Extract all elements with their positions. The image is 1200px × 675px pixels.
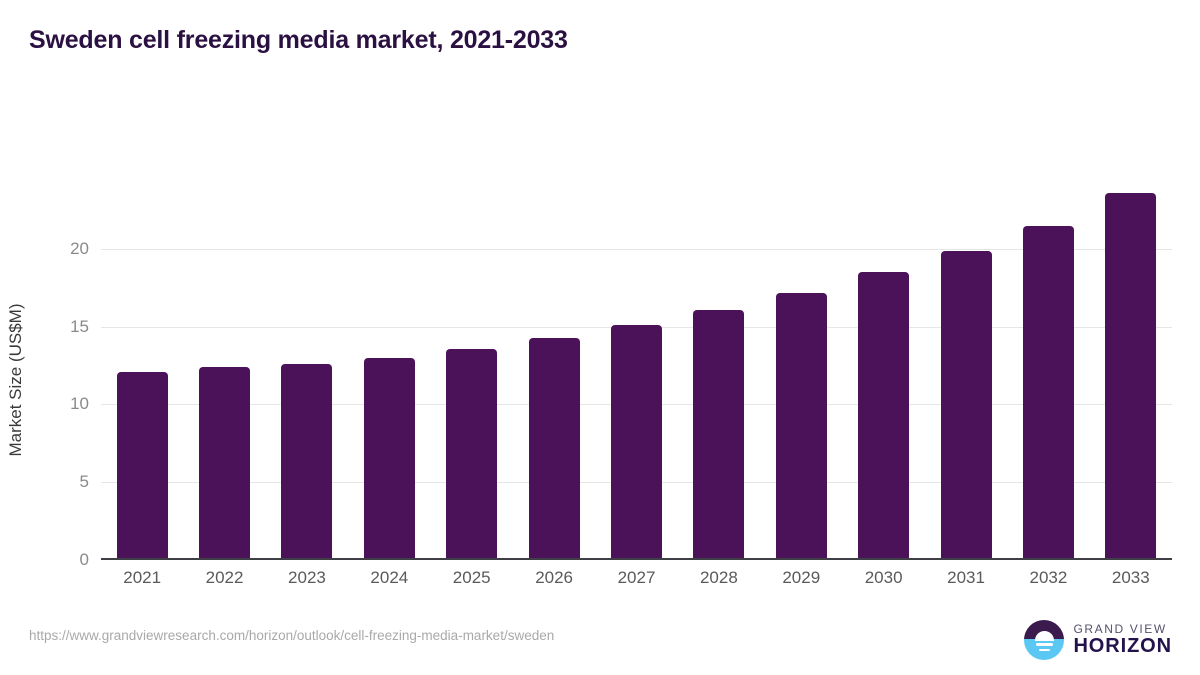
grand-view-horizon-logo-icon	[1024, 620, 1065, 660]
bar-2030[interactable]	[858, 272, 910, 560]
bar-2033[interactable]	[1105, 193, 1157, 560]
x-axis-tick-label-2021: 2021	[123, 568, 162, 587]
page-title: Sweden cell freezing media market, 2021-…	[29, 26, 568, 54]
gridline	[101, 248, 1172, 250]
bar-2027[interactable]	[611, 325, 662, 560]
bar-2031[interactable]	[940, 250, 992, 560]
source-url[interactable]: https://www.grandviewresearch.com/horizo…	[29, 628, 555, 643]
x-axis-tick-label-2029: 2029	[782, 568, 821, 587]
x-axis-tick-label-2027: 2027	[617, 568, 656, 587]
x-axis-tick-label-2024: 2024	[370, 568, 409, 587]
x-axis-tick-label-2031: 2031	[947, 568, 985, 587]
x-axis-tick-label-2022: 2022	[205, 568, 244, 587]
logo-brand-top: GRAND VIEW	[1073, 622, 1167, 637]
bar-2026[interactable]	[528, 337, 580, 560]
y-axis-title: Market Size (US$M)	[6, 302, 25, 457]
bar-2032[interactable]	[1022, 225, 1074, 560]
x-axis-tick-label-2028: 2028	[699, 568, 738, 587]
bar-2029[interactable]	[775, 292, 827, 560]
y-axis-tick-label: 20	[70, 238, 89, 258]
x-axis-tick-label-2030: 2030	[864, 568, 903, 587]
x-axis-tick-label-2025: 2025	[452, 568, 491, 587]
y-axis-title-host: Market Size (US$M)	[6, 179, 41, 560]
x-axis-tick-label-2026: 2026	[535, 568, 574, 587]
brand-logo: GRAND VIEW HORIZON	[1024, 620, 1172, 660]
bar-2025[interactable]	[446, 348, 498, 560]
x-axis-tick-label-2023: 2023	[288, 568, 326, 587]
bar-2023[interactable]	[281, 364, 333, 560]
logo-line-lower	[1038, 648, 1050, 652]
logo-line-upper	[1035, 643, 1053, 646]
bar-2022[interactable]	[199, 367, 251, 560]
bar-2021[interactable]	[116, 371, 168, 560]
logo-brand-bottom: HORIZON	[1073, 634, 1172, 657]
y-axis-tick-label: 15	[70, 316, 89, 336]
x-axis-tick-label-2032: 2032	[1029, 568, 1068, 587]
logo-dome-shape	[1034, 631, 1054, 641]
bar-2028[interactable]	[693, 309, 745, 560]
y-axis-tick-label: 0	[79, 550, 89, 569]
x-axis-line	[101, 558, 1172, 560]
y-axis-tick-label: 5	[79, 472, 89, 492]
x-axis-tick-label-2033: 2033	[1111, 568, 1150, 587]
plot-area	[101, 179, 1172, 560]
y-axis-tick-label: 10	[70, 394, 89, 414]
bar-2024[interactable]	[363, 357, 415, 560]
logo-text: GRAND VIEW HORIZON	[1073, 623, 1172, 657]
